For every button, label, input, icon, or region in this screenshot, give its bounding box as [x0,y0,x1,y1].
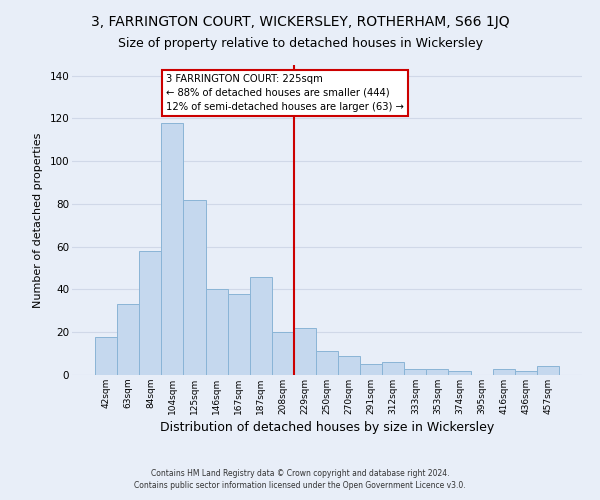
Bar [537,366,559,375]
Bar [382,362,404,375]
Bar [117,304,139,375]
X-axis label: Distribution of detached houses by size in Wickersley: Distribution of detached houses by size … [160,421,494,434]
Bar [272,332,294,375]
Bar [493,368,515,375]
Bar [515,370,537,375]
Bar [316,352,338,375]
Text: 3 FARRINGTON COURT: 225sqm
← 88% of detached houses are smaller (444)
12% of sem: 3 FARRINGTON COURT: 225sqm ← 88% of deta… [166,74,404,112]
Bar [206,290,227,375]
Bar [95,336,117,375]
Bar [427,368,448,375]
Text: 3, FARRINGTON COURT, WICKERSLEY, ROTHERHAM, S66 1JQ: 3, FARRINGTON COURT, WICKERSLEY, ROTHERH… [91,15,509,29]
Bar [294,328,316,375]
Bar [404,368,427,375]
Text: Contains HM Land Registry data © Crown copyright and database right 2024.
Contai: Contains HM Land Registry data © Crown c… [134,468,466,490]
Bar [139,251,161,375]
Bar [161,122,184,375]
Bar [338,356,360,375]
Bar [448,370,470,375]
Bar [360,364,382,375]
Y-axis label: Number of detached properties: Number of detached properties [32,132,43,308]
Bar [227,294,250,375]
Bar [184,200,206,375]
Text: Size of property relative to detached houses in Wickersley: Size of property relative to detached ho… [118,38,482,51]
Bar [250,276,272,375]
